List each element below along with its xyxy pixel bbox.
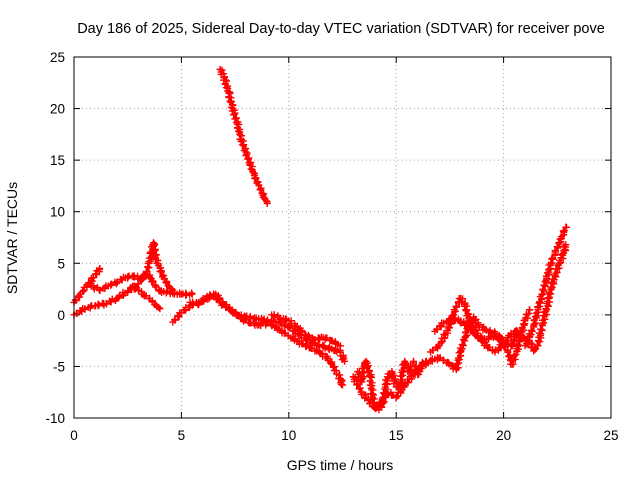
y-tick-label: 10	[50, 205, 65, 220]
y-tick-label: 15	[50, 153, 65, 168]
y-tick-label: -5	[53, 359, 65, 374]
series-track-l	[431, 306, 534, 368]
series-track-m	[521, 241, 570, 355]
marker-track	[431, 306, 534, 368]
x-tick-label: 0	[70, 428, 78, 443]
x-tick-label: 25	[603, 428, 618, 443]
series-track-g	[268, 311, 344, 350]
marker-track	[521, 241, 570, 355]
y-tick-label: 20	[50, 102, 65, 117]
plot-frame	[73, 56, 612, 419]
y-tick-label: 25	[50, 50, 65, 65]
grid-lines	[74, 57, 611, 418]
x-tick-label: 15	[389, 428, 404, 443]
y-axis-label: SDTVAR / TECUs	[4, 182, 20, 294]
y-tick-label: 0	[57, 308, 65, 323]
data-markers	[70, 65, 570, 414]
marker-track	[70, 264, 104, 306]
y-tick-labels: -10 -5 0 5 10 15 20 25	[45, 50, 65, 426]
series-track-h	[216, 65, 271, 207]
series-track-f	[186, 290, 346, 389]
marker-track	[216, 65, 271, 207]
x-tick-label: 20	[496, 428, 511, 443]
axis-ticks	[73, 56, 612, 419]
y-tick-label: -10	[45, 411, 65, 426]
marker-track	[186, 290, 346, 389]
series-track-d	[130, 239, 177, 294]
chart-title: Day 186 of 2025, Sidereal Day-to-day VTE…	[77, 21, 605, 37]
marker-track	[130, 239, 177, 294]
series-track-a	[70, 264, 104, 306]
marker-track	[268, 311, 344, 350]
x-tick-labels: 0 5 10 15 20 25	[70, 428, 618, 443]
x-axis-label: GPS time / hours	[287, 457, 394, 473]
y-tick-label: 5	[57, 256, 65, 271]
x-tick-label: 5	[178, 428, 186, 443]
x-tick-label: 10	[281, 428, 296, 443]
